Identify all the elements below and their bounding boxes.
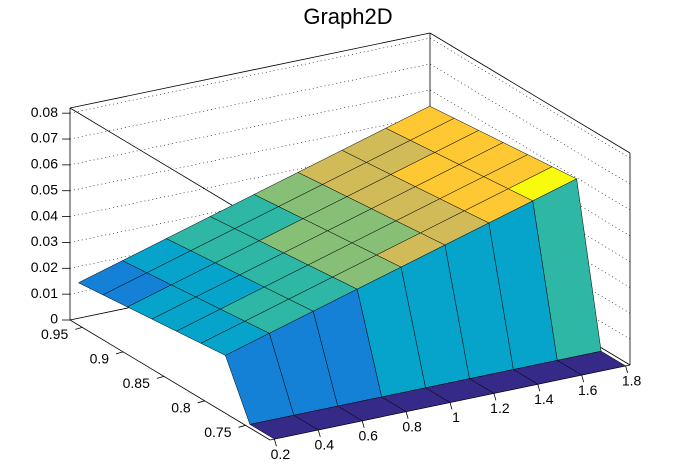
x-tick-label: 0.2: [271, 446, 291, 462]
x-tick-label: 1: [452, 409, 460, 425]
y-tick-label: 0.9: [90, 351, 110, 367]
z-tick-label: 0.08: [31, 104, 58, 120]
y-tick-label: 0.85: [123, 375, 150, 391]
y-tick-label: 0.95: [41, 326, 68, 342]
y-tick: [156, 375, 164, 379]
z-tick-label: 0.04: [31, 207, 58, 223]
x-tick-label: 1.4: [534, 391, 554, 407]
box-edge: [69, 32, 431, 109]
z-tick-label: 0.05: [31, 181, 58, 197]
z-tick-label: 0.01: [31, 285, 58, 301]
z-tick-label: 0.07: [31, 130, 58, 146]
y-tick-label: 0.8: [171, 400, 191, 416]
box-edge: [429, 32, 631, 154]
z-tick-label: 0.06: [31, 156, 58, 172]
x-tick: [405, 411, 409, 419]
x-tick: [625, 365, 628, 374]
z-tick-label: 0.03: [31, 233, 58, 249]
x-tick-label: 1.2: [490, 400, 510, 416]
x-tick: [317, 429, 321, 438]
x-tick: [449, 402, 453, 410]
x-tick: [537, 384, 541, 392]
x-tick-label: 0.8: [402, 418, 422, 434]
x-tick: [493, 393, 497, 401]
x-tick-label: 0.6: [358, 427, 378, 443]
grid-line: [69, 37, 631, 159]
y-tick-label: 0.75: [204, 424, 231, 440]
y-tick: [197, 400, 205, 404]
chart-title: Graph2D: [303, 4, 392, 29]
y-tick: [115, 351, 124, 355]
y-tick: [75, 326, 83, 330]
z-tick-label: 0: [50, 311, 58, 327]
box-edge: [69, 319, 271, 441]
x-tick: [581, 374, 585, 383]
x-tick-label: 1.6: [578, 382, 598, 398]
x-tick-label: 1.8: [622, 373, 642, 389]
y-tick: [238, 424, 246, 428]
surface-cell: [249, 414, 319, 440]
x-tick-label: 0.4: [315, 437, 335, 453]
x-tick: [274, 438, 277, 447]
x-tick: [361, 420, 365, 428]
z-tick-label: 0.02: [31, 259, 58, 275]
